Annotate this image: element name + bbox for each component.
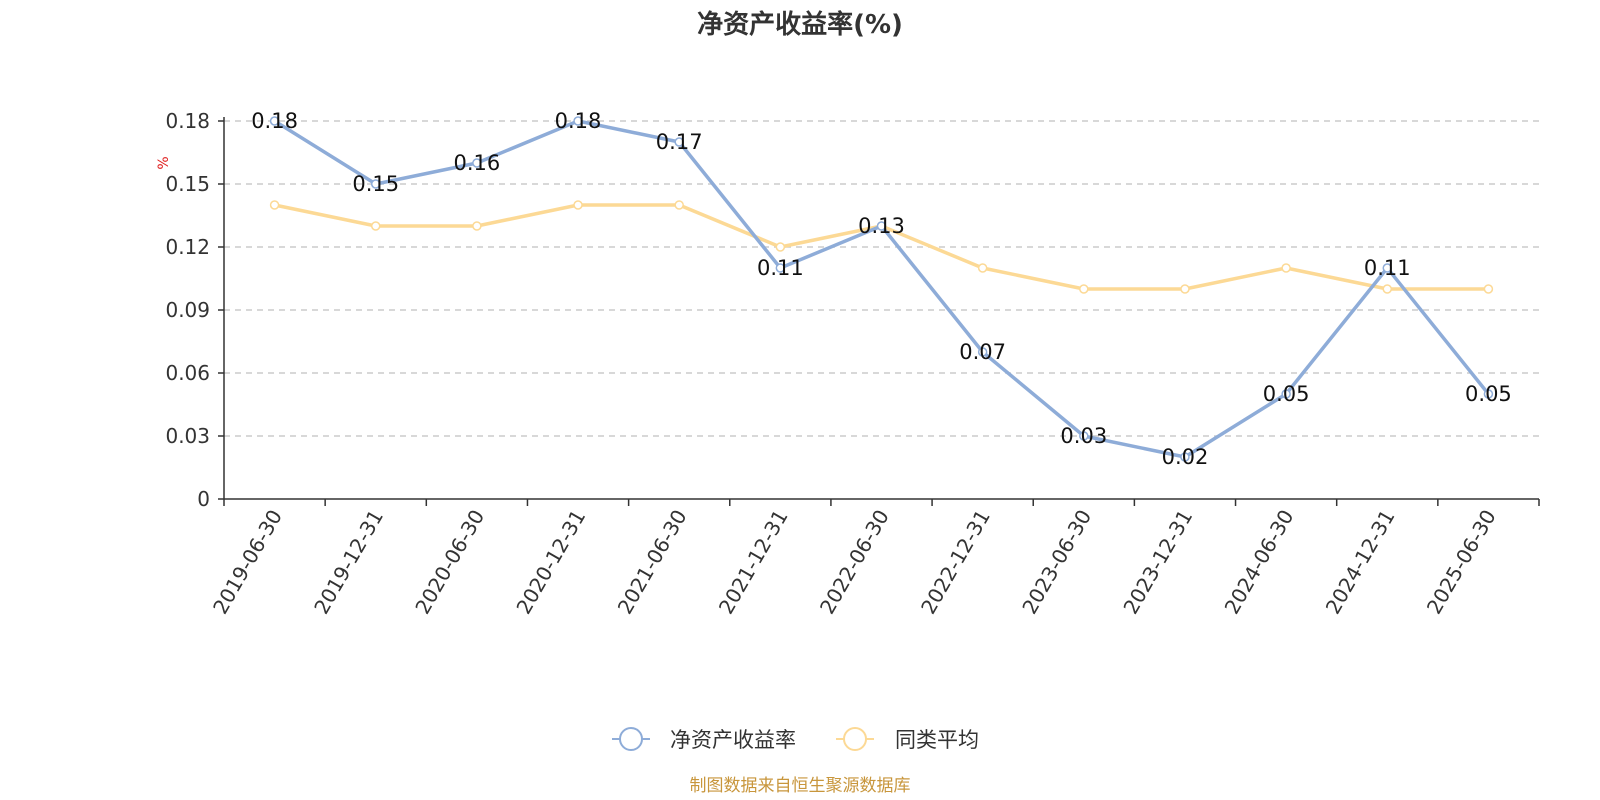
data-labels: 0.18 0.15 0.16 0.18 0.17 0.11 0.13 0.07 0.03 0.02… (251, 109, 1512, 469)
peer-average-point (1079, 284, 1089, 294)
peer-average-point (1483, 284, 1494, 294)
roe-point (977, 347, 988, 357)
peer-average-point (674, 200, 684, 210)
peer-average-point (472, 221, 482, 231)
roe-point (472, 158, 482, 168)
y-tick-label: 0.06 (165, 361, 210, 385)
roe-data-label: 0.05 (1263, 382, 1310, 406)
x-tick-label: 2023-06-30 (1017, 506, 1096, 619)
roe-data-label: 0.13 (858, 214, 905, 238)
roe-point (876, 221, 887, 231)
roe-data-label: 0.18 (555, 109, 602, 133)
x-tick-label: 2023-12-31 (1118, 506, 1197, 619)
peer-average-point (1382, 284, 1393, 294)
roe-point (1483, 389, 1494, 399)
peer-average-point (573, 200, 583, 210)
y-tick-label: 0.09 (165, 298, 210, 322)
roe-point (1281, 389, 1291, 399)
peer-average-point (775, 242, 786, 252)
x-tick-label: 2025-06-30 (1422, 506, 1501, 619)
x-tick-label: 2019-12-31 (309, 506, 388, 619)
x-tick-label: 2022-12-31 (916, 506, 995, 619)
chart-title: 净资产收益率(%) (697, 9, 903, 40)
source-note: 制图数据来自恒生聚源数据库 (690, 776, 911, 796)
roe-point (370, 179, 381, 189)
legend-item-roe[interactable]: 净资产收益率 (612, 727, 796, 752)
legend-roe-marker (619, 727, 643, 751)
x-tick-label: 2019-06-30 (208, 506, 287, 619)
roe-point (1079, 431, 1089, 441)
roe-data-label: 0.02 (1162, 445, 1209, 469)
roe-data-label: 0.17 (656, 130, 703, 154)
series-lines (269, 116, 1494, 462)
x-tick-label: 2020-12-31 (511, 506, 590, 619)
roe-data-label: 0.03 (1060, 424, 1107, 448)
roe-data-label: 0.15 (352, 172, 399, 196)
roe-point (674, 137, 684, 147)
x-tick-label: 2022-06-30 (815, 506, 894, 619)
roe-point (573, 116, 583, 126)
legend-roe-label: 净资产收益率 (670, 728, 796, 752)
x-tick-label: 2021-12-31 (714, 506, 793, 619)
roe-data-label: 0.18 (251, 109, 298, 133)
legend-avg-marker (843, 727, 867, 751)
x-tick-label: 2024-06-30 (1220, 506, 1299, 619)
legend-avg-label: 同类平均 (895, 728, 979, 752)
y-tick-label: 0.03 (165, 424, 210, 448)
roe-data-label: 0.11 (1364, 256, 1411, 280)
roe-data-label: 0.16 (454, 151, 501, 175)
roe-data-label: 0.07 (959, 340, 1006, 364)
legend: 净资产收益率 同类平均 (612, 727, 979, 752)
roe-point (269, 116, 280, 126)
x-tick-label: 2021-06-30 (613, 506, 692, 619)
x-tick-label: 2024-12-31 (1321, 506, 1400, 619)
y-tick-label: 0.15 (165, 172, 210, 196)
x-tick-label: 2020-06-30 (410, 506, 489, 619)
peer-average-point (1281, 263, 1291, 273)
peer-average-point (977, 263, 988, 273)
y-tick-label: 0.12 (165, 235, 210, 259)
y-tick-label: 0 (197, 487, 210, 511)
peer-average-point (269, 200, 280, 210)
roe-data-label: 0.05 (1465, 382, 1512, 406)
roe-data-label: 0.11 (757, 256, 804, 280)
peer-average-point (370, 221, 381, 231)
roe-point (1180, 452, 1190, 462)
roe-point (1382, 263, 1393, 273)
legend-item-peer-average[interactable]: 同类平均 (836, 727, 979, 752)
y-tick-label: 0.18 (165, 109, 210, 133)
y-unit-label: % (156, 156, 172, 169)
peer-average-point (1180, 284, 1190, 294)
roe-point (775, 263, 786, 273)
